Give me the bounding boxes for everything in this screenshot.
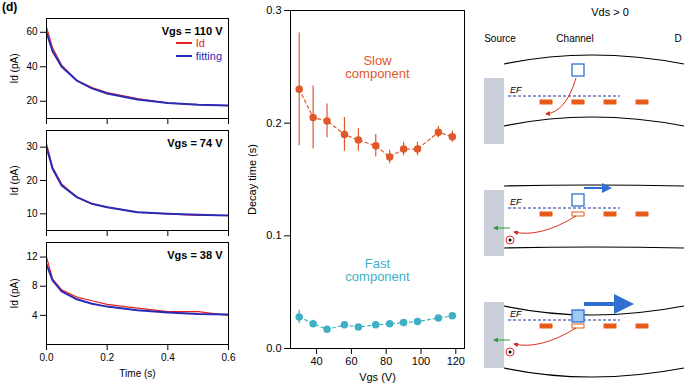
svg-text:120: 120	[447, 355, 465, 367]
svg-text:Id (pA): Id (pA)	[9, 165, 20, 195]
svg-text:EF: EF	[510, 85, 522, 95]
svg-text:0.3: 0.3	[266, 4, 281, 16]
svg-text:Id (pA): Id (pA)	[9, 53, 20, 83]
svg-text:Vds > 0: Vds > 0	[591, 6, 629, 18]
svg-text:Time (s): Time (s)	[119, 368, 155, 379]
svg-text:80: 80	[380, 355, 392, 367]
svg-text:0.2: 0.2	[266, 117, 281, 129]
svg-text:100: 100	[412, 355, 430, 367]
svg-text:20: 20	[26, 95, 38, 106]
svg-text:10: 10	[26, 208, 38, 219]
svg-text:EF: EF	[510, 197, 522, 207]
html-text:(d): (d)	[2, 0, 18, 14]
svg-text:0.6: 0.6	[222, 352, 236, 363]
svg-text:40: 40	[26, 61, 38, 72]
html-text:Id: Id	[195, 36, 205, 49]
svg-text:8: 8	[32, 280, 38, 291]
svg-text:Id (pA): Id (pA)	[9, 278, 20, 308]
svg-text:D: D	[674, 33, 681, 44]
svg-text:0.1: 0.1	[266, 229, 281, 241]
svg-text:0.2: 0.2	[100, 352, 114, 363]
svg-text:Vgs (V): Vgs (V)	[359, 371, 396, 383]
svg-text:20: 20	[26, 175, 38, 186]
svg-text:Vgs = 110 V: Vgs = 110 V	[161, 25, 223, 38]
svg-text:Source: Source	[484, 33, 516, 44]
svg-text:Vgs = 74 V: Vgs = 74 V	[167, 137, 223, 149]
svg-text:12: 12	[26, 251, 38, 262]
svg-text:Fastcomponent: Fastcomponent	[345, 256, 410, 284]
svg-text:EF: EF	[510, 309, 522, 319]
svg-text:60: 60	[345, 355, 357, 367]
svg-text:0.0: 0.0	[40, 352, 54, 363]
svg-text:0.0: 0.0	[266, 342, 281, 354]
svg-text:0.4: 0.4	[161, 352, 175, 363]
svg-text:Slowcomponent: Slowcomponent	[345, 53, 410, 81]
svg-text:30: 30	[26, 141, 38, 152]
svg-text:4: 4	[32, 310, 38, 321]
svg-text:40: 40	[310, 355, 322, 367]
svg-text:60: 60	[26, 26, 38, 37]
svg-text:Vgs = 38 V: Vgs = 38 V	[167, 249, 223, 261]
html-text:fitting: fitting	[195, 49, 222, 62]
svg-text:Channel: Channel	[556, 33, 593, 44]
svg-text:Decay time (s): Decay time (s)	[246, 144, 258, 215]
